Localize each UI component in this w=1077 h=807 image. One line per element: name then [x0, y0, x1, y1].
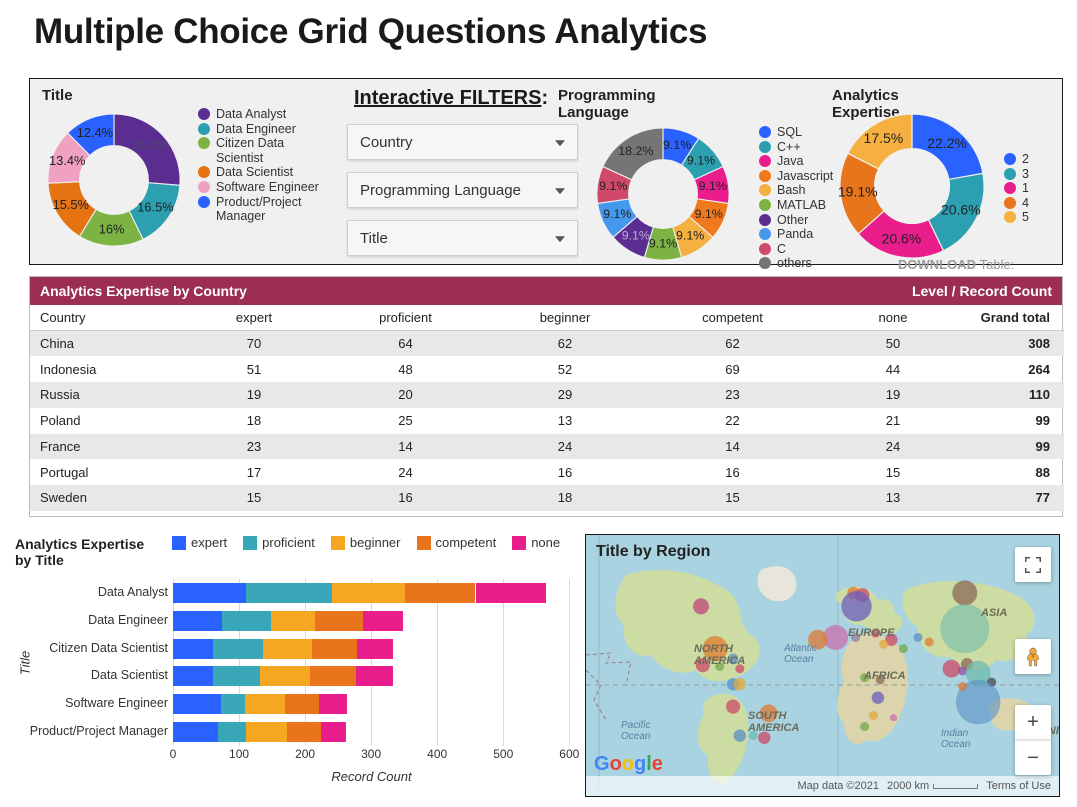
svg-text:9.1%: 9.1% [676, 228, 704, 242]
svg-text:9.1%: 9.1% [695, 207, 723, 221]
svg-text:12.4%: 12.4% [77, 125, 113, 140]
svg-text:9.1%: 9.1% [603, 207, 631, 221]
svg-text:9.1%: 9.1% [699, 179, 727, 193]
svg-text:19.1%: 19.1% [839, 184, 878, 200]
svg-text:22.2%: 22.2% [927, 135, 967, 151]
svg-text:9.1%: 9.1% [649, 236, 677, 250]
svg-text:16.5%: 16.5% [137, 200, 173, 215]
svg-text:9.1%: 9.1% [687, 153, 715, 167]
svg-text:9.1%: 9.1% [622, 228, 650, 242]
svg-text:18.2%: 18.2% [618, 144, 653, 158]
svg-text:15.5%: 15.5% [53, 197, 89, 212]
svg-text:16%: 16% [99, 222, 125, 237]
svg-text:20.6%: 20.6% [882, 230, 922, 246]
svg-text:26.3%: 26.3% [133, 137, 169, 152]
svg-text:9.1%: 9.1% [599, 179, 627, 193]
svg-text:9.1%: 9.1% [663, 138, 691, 152]
svg-text:20.6%: 20.6% [941, 202, 981, 218]
svg-text:13.4%: 13.4% [49, 153, 85, 168]
svg-text:17.5%: 17.5% [864, 130, 904, 146]
